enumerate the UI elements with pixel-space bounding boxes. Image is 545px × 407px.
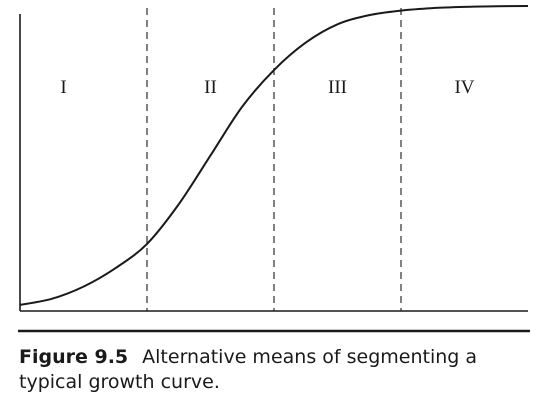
growth-curve [19,5,529,306]
growth-curve-line [19,5,529,306]
caption-text: Alternative means of segmenting a typica… [19,346,478,393]
segment-labels: I II III IV [60,77,474,98]
caption-number: Figure 9.5 [19,346,129,368]
segment-label-I: I [60,77,66,98]
segment-label-II: II [204,77,217,98]
growth-curve-chart: I II III IV [18,5,530,333]
segment-label-III: III [328,77,347,98]
segment-label-IV: IV [454,77,474,98]
figure-caption: Figure 9.5 Alternative means of segmentin… [19,345,534,395]
segment-dividers [146,8,402,311]
